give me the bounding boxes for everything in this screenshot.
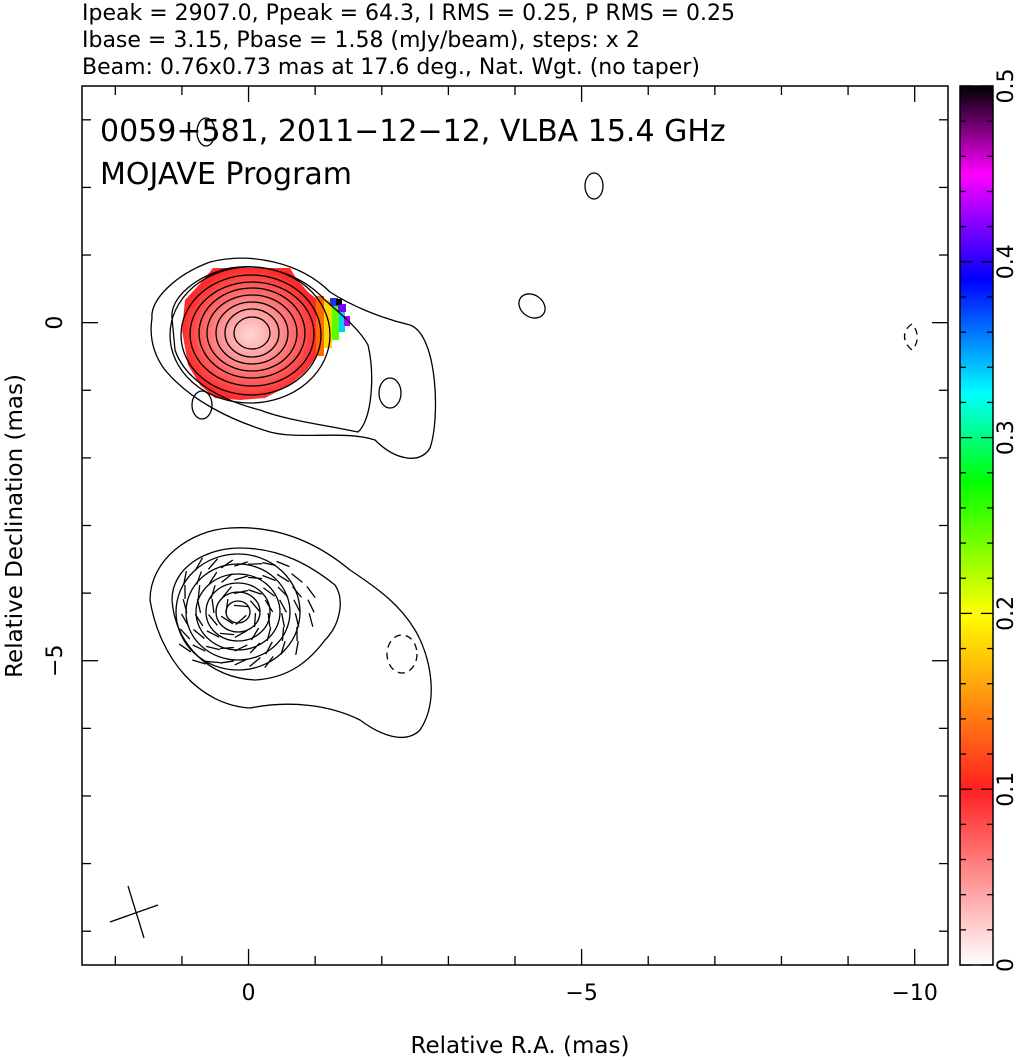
intensity-contours-lower bbox=[149, 527, 432, 739]
intensity-contours-upper bbox=[150, 117, 918, 459]
polarization-vector bbox=[276, 560, 290, 568]
colorbar: 0 0.1 0.2 0.3 0.4 0.5 bbox=[959, 69, 1019, 973]
polarization-vector bbox=[205, 660, 221, 664]
polarization-vector bbox=[247, 576, 263, 580]
polarization-vector bbox=[292, 586, 302, 598]
polarization-vector bbox=[250, 627, 260, 641]
polarization-vector bbox=[194, 613, 204, 627]
polarization-vector bbox=[266, 627, 272, 641]
polarization-vector bbox=[264, 656, 274, 668]
polarization-vector bbox=[234, 561, 248, 567]
polarization-vector bbox=[307, 599, 315, 613]
polarization-vector bbox=[281, 626, 285, 642]
colorbar-tick-label: 0.2 bbox=[994, 596, 1019, 631]
polarization-vector bbox=[249, 642, 261, 654]
polarization-vector bbox=[219, 660, 235, 664]
polarization-vector bbox=[280, 641, 286, 655]
polarization-vector bbox=[249, 657, 261, 667]
polarization-vector bbox=[194, 557, 204, 571]
polarization-vector bbox=[308, 613, 314, 627]
polarization-vector bbox=[197, 584, 201, 600]
polarization-vector bbox=[220, 615, 234, 625]
polarization-vector bbox=[262, 587, 276, 597]
polarization-vector bbox=[222, 586, 232, 598]
plot-title-line-2: MOJAVE Program bbox=[100, 157, 352, 192]
polarization-vector bbox=[196, 599, 202, 613]
polarization-vector bbox=[207, 558, 219, 570]
polarization-vector bbox=[192, 659, 206, 665]
polarization-vector bbox=[277, 586, 289, 598]
colorbar-tick-label: 0 bbox=[994, 958, 1019, 972]
y-tick-label: −5 bbox=[43, 645, 68, 677]
polarization-vector bbox=[264, 599, 274, 613]
polarization-vector bbox=[234, 658, 248, 666]
polarization-vector bbox=[233, 604, 249, 608]
colorbar-frame bbox=[959, 85, 994, 966]
colorbar-tick-label: 0.4 bbox=[994, 244, 1019, 279]
polarization-vector bbox=[221, 573, 233, 583]
colorbar-tick-label: 0.1 bbox=[994, 772, 1019, 807]
polarization-vector bbox=[192, 644, 206, 652]
polarization-vector bbox=[219, 632, 235, 636]
polarization-vector bbox=[281, 613, 285, 627]
polarization-vector bbox=[225, 598, 229, 614]
polarization-vector bbox=[206, 630, 220, 638]
colorbar-ticks bbox=[960, 85, 993, 966]
header-line-1: Ipeak = 2907.0, Ppeak = 64.3, I RMS = 0.… bbox=[82, 1, 735, 26]
plot-title-line-1: 0059+581, 2011−12−12, VLBA 15.4 GHz bbox=[100, 114, 726, 149]
plot-frame bbox=[81, 85, 949, 966]
polarization-vector bbox=[279, 599, 287, 613]
polarization-vector bbox=[295, 640, 299, 656]
polarization-vector bbox=[220, 559, 234, 569]
polarization-vector bbox=[267, 612, 271, 628]
x-axis-label: Relative R.A. (mas) bbox=[411, 1033, 630, 1059]
polarization-vector bbox=[234, 589, 248, 595]
polarization-vector bbox=[219, 646, 235, 650]
polarization-vector bbox=[294, 613, 300, 627]
polarization-vector bbox=[182, 599, 188, 613]
colorbar-tick-label: 0.3 bbox=[994, 420, 1019, 455]
polarization-vector bbox=[206, 645, 220, 651]
colorbar-gradient bbox=[960, 86, 993, 965]
x-tick-label: −5 bbox=[565, 981, 597, 1006]
polarization-vector bbox=[276, 573, 290, 583]
polarization-vector bbox=[265, 641, 273, 655]
header-line-3: Beam: 0.76x0.73 mas at 17.6 deg., Nat. W… bbox=[82, 55, 700, 80]
polarization-vector bbox=[234, 630, 248, 638]
polarization-vector bbox=[253, 612, 257, 628]
y-tick-label: 0 bbox=[43, 316, 68, 330]
polarization-vector bbox=[182, 571, 188, 585]
polarization-vector bbox=[180, 613, 190, 627]
y-axis-label: Relative Declination (mas) bbox=[2, 374, 28, 678]
axis-ticks bbox=[82, 86, 948, 965]
header-line-2: Ibase = 3.15, Pbase = 1.58 (mJy/beam), s… bbox=[82, 28, 640, 53]
polarization-vector bbox=[211, 598, 215, 614]
polarization-vector bbox=[291, 573, 303, 583]
restoring-beam bbox=[109, 885, 159, 939]
polarization-vector bbox=[235, 614, 247, 626]
polarization-vector bbox=[193, 629, 205, 639]
polarization-vector bbox=[179, 628, 191, 640]
polarization-vector bbox=[306, 585, 316, 599]
axis-tick-labels: 0 −5 −10 0 −5 bbox=[43, 316, 938, 1006]
x-tick-label: −10 bbox=[891, 981, 937, 1006]
polarization-vectors bbox=[178, 557, 316, 668]
plot-area bbox=[109, 117, 918, 939]
polarization-vector bbox=[210, 585, 216, 599]
polarization-vector bbox=[262, 561, 276, 567]
polarization-vector bbox=[208, 614, 218, 626]
x-tick-label: 0 bbox=[242, 981, 256, 1006]
polarization-vector bbox=[293, 599, 301, 613]
polarization-vector bbox=[178, 643, 192, 653]
polarization-vector bbox=[234, 575, 248, 581]
polarization-vector bbox=[262, 574, 276, 582]
colorbar-labels: 0 0.1 0.2 0.3 0.4 0.5 bbox=[994, 69, 1019, 973]
colorbar-tick-label: 0.5 bbox=[994, 69, 1019, 104]
polarization-vector bbox=[248, 589, 262, 595]
polarization-vector bbox=[208, 571, 218, 585]
polarization-vector bbox=[196, 571, 202, 585]
polarization-vector bbox=[249, 600, 261, 612]
polarization-vector bbox=[234, 644, 248, 652]
